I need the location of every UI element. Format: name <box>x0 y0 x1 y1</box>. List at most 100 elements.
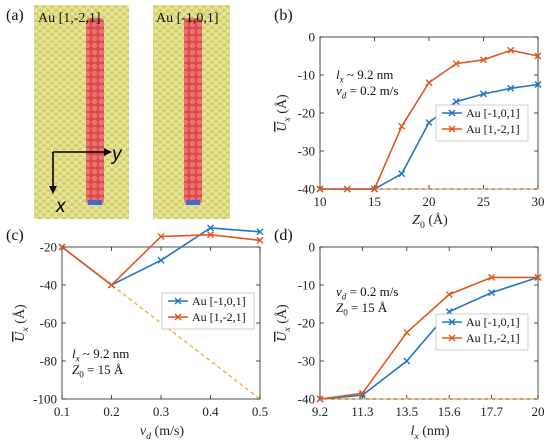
data-point-stroke <box>452 98 460 106</box>
panel-label-a: (a) <box>6 7 24 24</box>
x-tick-label: 0.4 <box>202 404 219 419</box>
data-point-stroke <box>480 56 487 64</box>
data-point <box>316 395 324 403</box>
chart-c: 0.1 0.2 0.3 0.4 0.5 -20 -40 -60 -80 -100 vd (m/s) U… <box>12 224 268 441</box>
data-point <box>445 291 453 298</box>
y-tick-label: -40 <box>298 182 315 197</box>
data-point-stroke <box>316 185 324 193</box>
data-point-stroke <box>403 357 411 365</box>
y-tick-label: -80 <box>40 354 57 369</box>
chart-d: 9.2 11.3 13.5 15.6 17.7 20 0 -10 -20 -30 -40 lx (nm… <box>274 240 545 441</box>
data-point <box>403 357 411 365</box>
data-point-stroke <box>425 119 433 126</box>
data-point <box>507 46 515 54</box>
series-line <box>319 276 539 400</box>
data-point-stroke <box>425 79 433 87</box>
chain-right-end <box>186 200 200 205</box>
data-point <box>425 119 433 126</box>
x-tick-label: 0.5 <box>252 404 268 419</box>
chain-left <box>86 18 104 204</box>
legend-label: Au [1,-2,1] <box>466 331 520 345</box>
annotation-line: Z0 = 15 Å <box>72 362 124 380</box>
data-point-stroke <box>343 185 351 193</box>
data-point-stroke <box>403 329 411 336</box>
data-point-stroke <box>371 185 378 193</box>
data-point-stroke <box>488 289 496 297</box>
data-point-stroke <box>207 231 214 239</box>
panel-a-snapshots: Au [1,-2,1] Au [-1,0,1] y x <box>34 5 230 219</box>
annotation-line: Z0 = 15 Å <box>336 300 388 318</box>
x-axis-label: Z0 (Å) <box>412 212 448 231</box>
legend-label: Au [-1,0,1] <box>192 294 246 308</box>
x-tick-label: 25 <box>477 194 490 209</box>
substrate-left <box>34 5 129 219</box>
panel-label-b: (b) <box>274 7 293 24</box>
y-tick-label: -60 <box>40 316 57 331</box>
x-tick-label: 10 <box>314 194 327 209</box>
data-point-stroke <box>358 389 366 397</box>
legend-marker <box>448 334 456 342</box>
x-tick-label: 30 <box>532 194 545 209</box>
data-point <box>316 185 324 193</box>
data-point <box>452 98 460 106</box>
legend-label: Au [-1,0,1] <box>466 106 520 120</box>
legend-marker <box>174 297 182 305</box>
data-point <box>207 231 214 239</box>
data-point-stroke <box>316 395 324 403</box>
axes-arrows: y x <box>49 144 123 217</box>
y-tick-label: -20 <box>40 240 57 255</box>
legend-label: Au [1,-2,1] <box>466 122 520 136</box>
series-line <box>319 276 538 400</box>
data-point-stroke <box>534 81 542 88</box>
x-tick-label: 13.5 <box>395 404 418 419</box>
x-tick-label: 0.1 <box>54 404 70 419</box>
data-point-stroke <box>108 281 115 289</box>
legend-marker <box>448 318 456 326</box>
y-tick-label: -10 <box>298 278 315 293</box>
data-point-stroke <box>480 90 487 98</box>
data-point-stroke <box>488 273 496 281</box>
data-point-stroke <box>507 46 515 54</box>
y-tick-label: -20 <box>298 316 315 331</box>
substrate-right-label: Au [-1,0,1] <box>156 11 219 26</box>
data-point <box>480 56 487 64</box>
data-point-stroke <box>507 84 515 92</box>
x-tick-label: 11.3 <box>351 404 373 419</box>
legend-marker <box>448 125 456 133</box>
x-axis-label: vd (m/s) <box>140 424 185 441</box>
annotation-line: lx ~ 9.2 nm <box>336 67 393 85</box>
data-point <box>425 79 433 87</box>
x-tick-label: 20 <box>532 404 545 419</box>
data-point <box>534 81 542 88</box>
data-point <box>398 122 406 130</box>
data-point-stroke <box>398 170 406 178</box>
axis-x-label: x <box>55 196 67 217</box>
y-tick-label: -100 <box>33 392 57 407</box>
y-axis-label: Ux (Å) <box>274 94 293 132</box>
y-tick-label: 0 <box>309 30 316 45</box>
chain-right <box>184 18 202 204</box>
legend-box <box>435 313 529 351</box>
chart-b: 10 15 20 25 30 0 -10 -20 -30 -40 Z0 (Å) Ux (Å) lx ~ … <box>274 30 545 231</box>
data-point-stroke <box>157 256 165 264</box>
data-point <box>488 289 496 297</box>
data-point <box>534 52 542 60</box>
data-point <box>398 170 406 178</box>
y-tick-label: -30 <box>298 354 315 369</box>
annotation-line: lx ~ 9.2 nm <box>72 346 129 364</box>
data-point <box>488 273 496 281</box>
y-tick-label: -20 <box>298 106 315 121</box>
substrate-left-label: Au [1,-2,1] <box>38 11 101 26</box>
data-point-stroke <box>256 236 264 244</box>
data-point-stroke <box>157 233 165 241</box>
data-point-stroke <box>452 60 460 68</box>
x-tick-label: 15 <box>368 194 381 209</box>
data-point-stroke <box>207 224 214 232</box>
legend-box <box>435 104 529 142</box>
x-axis-label: lx (nm) <box>411 424 450 441</box>
data-point <box>343 185 351 193</box>
y-tick-label: -40 <box>298 392 315 407</box>
legend-marker <box>174 313 182 321</box>
data-point <box>445 308 453 316</box>
